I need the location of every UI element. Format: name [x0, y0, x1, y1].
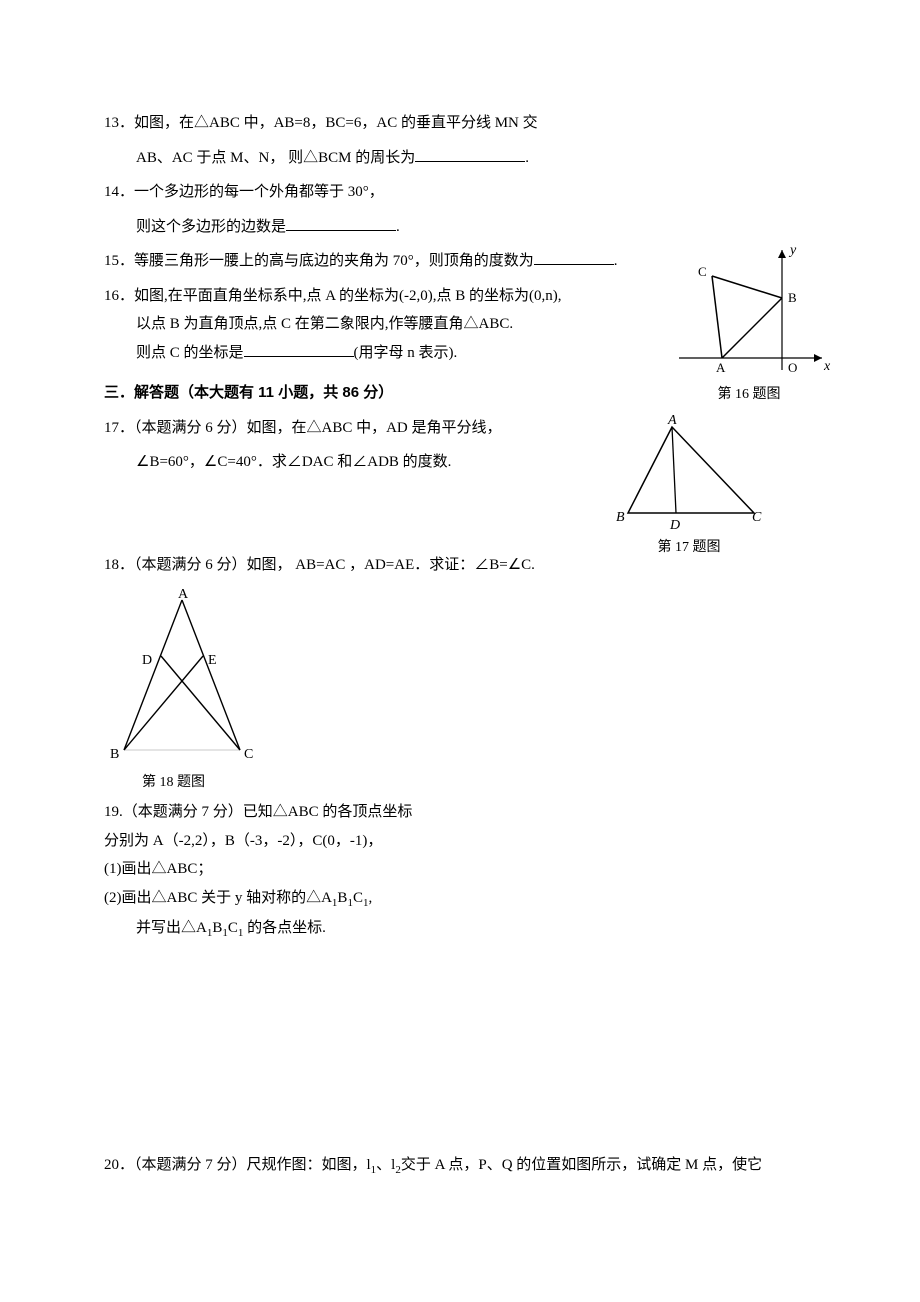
label-a: A	[178, 588, 189, 602]
figure-16-caption: 第 16 题图	[664, 384, 834, 405]
q19-l5-pre: 并写出△A	[136, 920, 207, 936]
label-b: B	[616, 510, 625, 525]
figure-17-caption: 第 17 题图	[614, 537, 764, 558]
q13-line2-tail: .	[525, 150, 529, 166]
q20-post: 交于 A 点，P、Q 的位置如图所示，试确定 M 点，使它	[401, 1157, 762, 1173]
q19-l5-mid: B	[212, 920, 222, 936]
q19-l5-mid2: C	[228, 920, 238, 936]
point-b-label: B	[788, 290, 797, 305]
label-c: C	[752, 510, 762, 525]
label-d: D	[142, 653, 152, 668]
q17-block: A B C D 第 17 题图 17．（本题满分 6 分）如图，在△ABC 中，…	[104, 417, 824, 474]
q13-blank	[415, 147, 525, 162]
axis-y-label: y	[788, 243, 797, 258]
label-c: C	[244, 747, 253, 762]
q19-l4-post: ,	[368, 890, 372, 906]
q15-blank	[534, 250, 614, 265]
axis-x-label: x	[823, 359, 831, 374]
q14-line2-text: 则这个多边形的边数是	[136, 219, 286, 235]
label-e: E	[208, 653, 217, 668]
q20-line1: 20．（本题满分 7 分）尺规作图：如图，l1、l2交于 A 点，P、Q 的位置…	[104, 1154, 824, 1179]
question-14: 14．一个多边形的每一个外角都等于 30°， 则这个多边形的边数是.	[104, 181, 824, 238]
q19-l4-pre: (2)画出△ABC 关于 y 轴对称的△A	[104, 890, 332, 906]
figure-17-svg: A B C D	[614, 413, 764, 533]
q14-blank	[286, 216, 396, 231]
figure-17: A B C D 第 17 题图	[614, 413, 764, 558]
q14-line1: 14．一个多边形的每一个外角都等于 30°，	[104, 181, 824, 204]
figure-18: A B C D E 第 18 题图	[104, 588, 824, 793]
q15-line1: 15．等腰三角形一腰上的高与底边的夹角为 70°，则顶角的度数为.	[104, 250, 644, 273]
spacer-2	[104, 954, 824, 1154]
q20-pre: 20．（本题满分 7 分）尺规作图：如图，l	[104, 1157, 371, 1173]
q19-l5-post: 的各点坐标.	[243, 920, 326, 936]
question-13: 13．如图，在△ABC 中，AB=8，BC=6，AC 的垂直平分线 MN 交 A…	[104, 112, 824, 169]
label-d: D	[669, 518, 680, 533]
q14-line2-tail: .	[396, 219, 400, 235]
origin-label: O	[788, 360, 797, 375]
q16-line2: 以点 B 为直角顶点,点 C 在第二象限内,作等腰直角△ABC.	[104, 313, 644, 336]
q19-line3: (1)画出△ABC；	[104, 858, 824, 881]
q15-q16-block: x y O A B C 第 16 题图 15．等腰三角形一腰上的高与底边的夹角为…	[104, 250, 824, 364]
figure-16: x y O A B C 第 16 题图	[664, 240, 834, 405]
q16-line3: 则点 C 的坐标是 (用字母 n 表示).	[104, 342, 644, 365]
question-19: 19.（本题满分 7 分）已知△ABC 的各顶点坐标 分别为 A（-2,2），B…	[104, 801, 824, 942]
q17-line2: ∠B=60°，∠C=40°．求∠DAC 和∠ADB 的度数.	[104, 451, 604, 474]
q13-line2-text: AB、AC 于点 M、N， 则△BCM 的周长为	[136, 150, 415, 166]
point-c-label: C	[698, 264, 707, 279]
label-a: A	[667, 413, 677, 428]
q19-line4: (2)画出△ABC 关于 y 轴对称的△A1B1C1,	[104, 887, 824, 912]
q16-blank	[244, 342, 354, 357]
figure-18-caption: 第 18 题图	[104, 772, 824, 793]
q19-l4-mid: B	[337, 890, 347, 906]
label-b: B	[110, 747, 119, 762]
q19-l4-mid2: C	[353, 890, 363, 906]
q13-line2: AB、AC 于点 M、N， 则△BCM 的周长为.	[104, 147, 744, 170]
q16-line3-post: (用字母 n 表示).	[354, 345, 458, 361]
q20-mid: 、l	[376, 1157, 395, 1173]
figure-18-svg: A B C D E	[104, 588, 274, 768]
point-a-label: A	[716, 360, 726, 375]
q19-line5: 并写出△A1B1C1 的各点坐标.	[104, 917, 824, 942]
q17-line1: 17．（本题满分 6 分）如图，在△ABC 中，AD 是角平分线，	[104, 417, 604, 440]
question-20: 20．（本题满分 7 分）尺规作图：如图，l1、l2交于 A 点，P、Q 的位置…	[104, 1154, 824, 1179]
q19-line2: 分别为 A（-2,2），B（-3，-2），C(0，-1)，	[104, 830, 824, 853]
q19-line1: 19.（本题满分 7 分）已知△ABC 的各顶点坐标	[104, 801, 824, 824]
q15-text: 15．等腰三角形一腰上的高与底边的夹角为 70°，则顶角的度数为	[104, 253, 534, 269]
q14-line2: 则这个多边形的边数是.	[104, 216, 824, 239]
figure-16-svg: x y O A B C	[664, 240, 834, 380]
q16-line1: 16．如图,在平面直角坐标系中,点 A 的坐标为(-2,0),点 B 的坐标为(…	[104, 285, 644, 308]
q13-line1: 13．如图，在△ABC 中，AB=8，BC=6，AC 的垂直平分线 MN 交	[104, 112, 744, 135]
q16-line3-pre: 则点 C 的坐标是	[136, 345, 244, 361]
q15-tail: .	[614, 253, 618, 269]
